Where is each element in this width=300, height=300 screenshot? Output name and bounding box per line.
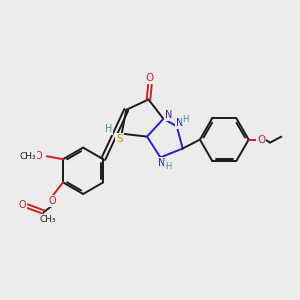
- Text: H: H: [105, 124, 112, 134]
- Text: O: O: [35, 151, 43, 161]
- Text: H: H: [182, 115, 189, 124]
- Text: O: O: [18, 200, 26, 210]
- Text: O: O: [257, 135, 265, 145]
- Text: O: O: [146, 73, 154, 83]
- Text: O: O: [49, 196, 56, 206]
- Text: N: N: [165, 110, 172, 120]
- Text: N: N: [158, 158, 166, 168]
- Text: S: S: [116, 134, 123, 144]
- Text: CH₃: CH₃: [19, 152, 36, 161]
- Text: CH₃: CH₃: [40, 215, 56, 224]
- Text: N: N: [176, 118, 183, 128]
- Text: H: H: [165, 162, 171, 171]
